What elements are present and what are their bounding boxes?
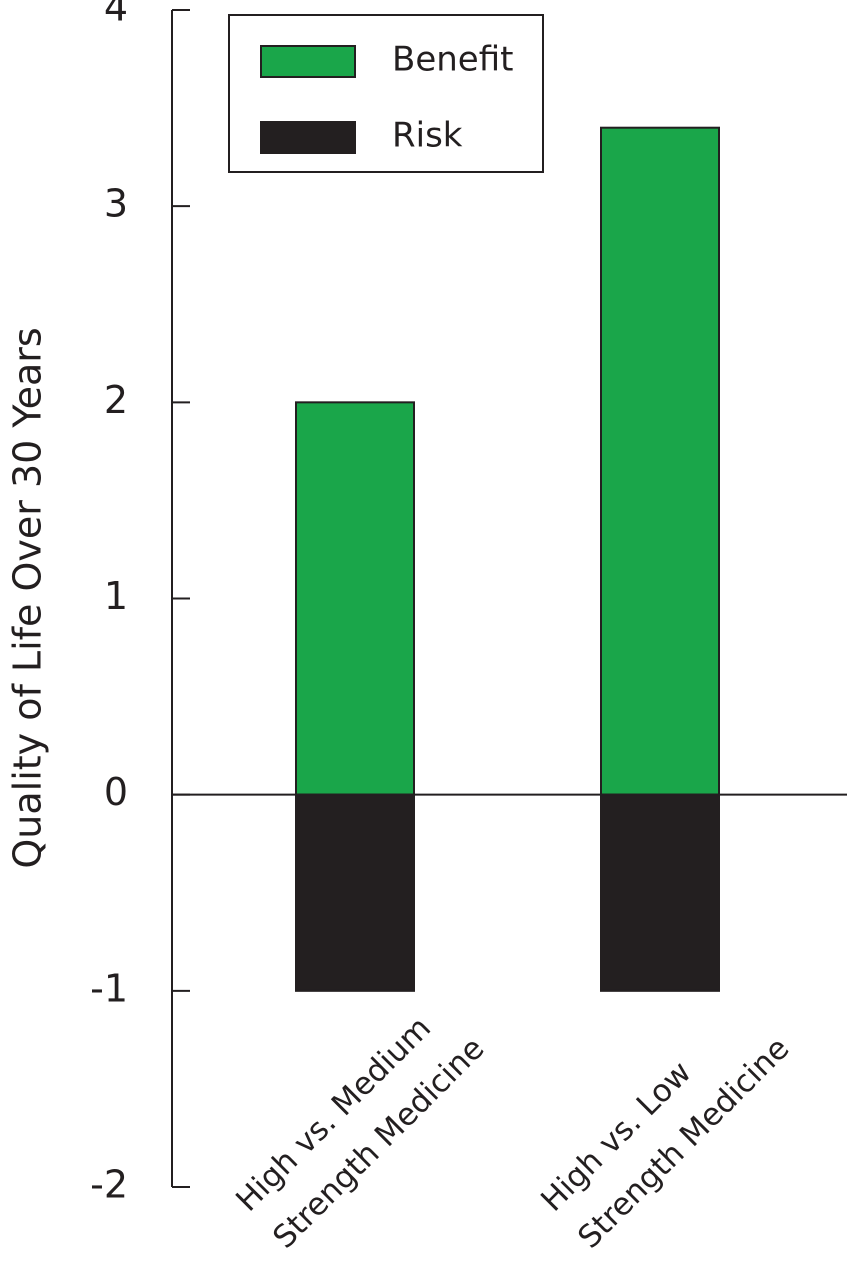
y-tick-label: 1 xyxy=(104,574,128,618)
y-tick-label: 0 xyxy=(104,770,128,814)
bar xyxy=(600,793,720,992)
y-tick-label: 4 xyxy=(104,0,128,30)
bar xyxy=(295,401,415,796)
bar xyxy=(295,793,415,992)
y-tick-label: 3 xyxy=(104,182,128,226)
legend-label: Risk xyxy=(392,116,463,156)
y-tick-label: -1 xyxy=(90,966,128,1010)
y-axis-label: Quality of Life Over 30 Years xyxy=(6,327,50,868)
legend-swatch xyxy=(260,121,356,154)
y-tick-label: -2 xyxy=(90,1163,128,1207)
y-tick-label: 2 xyxy=(104,378,128,422)
legend-swatch xyxy=(260,45,356,78)
bar xyxy=(600,126,720,796)
legend-label: Benefit xyxy=(392,40,513,80)
